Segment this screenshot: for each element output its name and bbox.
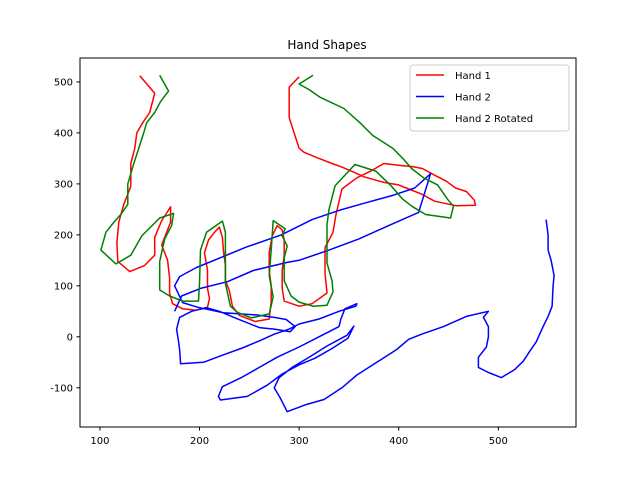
x-tick-label: 100 [90, 436, 109, 447]
series-line-3 [100, 74, 455, 319]
y-axis: -100 0 100 200 300 400 500 [50, 77, 80, 394]
series-line-2 [173, 172, 555, 413]
legend-items: Hand 1 Hand 2 Hand 2 Rotated [416, 71, 533, 125]
plot-lines [100, 74, 555, 413]
legend-label-1: Hand 1 [455, 71, 491, 82]
y-tick-label: 200 [54, 230, 73, 241]
y-tick-label: 100 [54, 281, 73, 292]
legend-label-3: Hand 2 Rotated [455, 114, 533, 125]
x-tick-label: 500 [489, 436, 508, 447]
chart-title: Hand Shapes [287, 38, 366, 52]
x-tick-label: 300 [290, 436, 309, 447]
legend-box [409, 64, 570, 132]
y-tick-label: -100 [50, 383, 73, 394]
y-tick-label: 0 [67, 332, 73, 343]
legend-label-2: Hand 2 [455, 93, 491, 104]
legend: Hand 1 Hand 2 Hand 2 Rotated [409, 64, 570, 132]
x-axis: 100 200 300 400 500 [90, 427, 508, 447]
y-tick-label: 500 [54, 77, 73, 88]
x-tick-label: 400 [389, 436, 408, 447]
axes-frame [79, 57, 577, 428]
y-tick-label: 300 [54, 179, 73, 190]
x-tick-label: 200 [190, 436, 209, 447]
y-tick-label: 400 [54, 128, 73, 139]
